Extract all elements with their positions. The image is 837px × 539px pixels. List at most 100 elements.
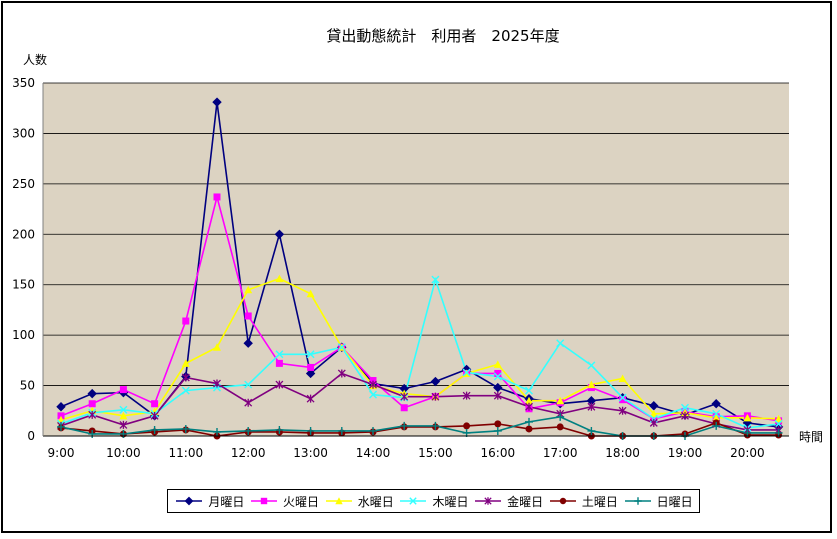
y-tick-label: 350 (12, 76, 35, 90)
series-line (60, 276, 779, 429)
legend-label: 水曜日 (357, 494, 394, 509)
series-markers (56, 97, 784, 440)
y-tick-label: 100 (12, 328, 35, 342)
data-point (150, 425, 159, 434)
data-point (119, 405, 128, 414)
legend-swatch (475, 497, 502, 505)
data-point (244, 312, 252, 320)
y-tick-label: 0 (27, 429, 35, 443)
data-point (525, 396, 533, 405)
data-point (493, 426, 502, 435)
data-point (244, 380, 253, 389)
data-point (212, 97, 222, 107)
plot-area (43, 83, 789, 436)
data-point (712, 413, 721, 422)
legend-item: 金曜日 (473, 493, 543, 510)
data-point (244, 398, 253, 407)
legend-swatch-marker (260, 497, 268, 505)
data-point (649, 401, 659, 411)
data-point (493, 360, 502, 368)
data-point (275, 425, 284, 434)
y-tick-label: 250 (12, 177, 35, 191)
data-point (119, 429, 128, 438)
data-point (213, 343, 221, 351)
data-point (88, 400, 96, 408)
data-point (57, 422, 65, 431)
legend-label: 日曜日 (656, 494, 693, 509)
data-point (337, 426, 346, 435)
data-point (400, 392, 409, 401)
legend-swatch-marker (484, 497, 492, 505)
legend-item: 木曜日 (398, 493, 468, 510)
data-point (494, 420, 502, 428)
data-point (275, 274, 284, 283)
data-point (494, 369, 502, 377)
gridlines (43, 82, 789, 386)
legend-swatch (624, 497, 651, 505)
data-point (306, 289, 315, 298)
y-axis-label: 人数 (23, 52, 47, 67)
data-point (618, 393, 627, 402)
data-point (430, 376, 441, 387)
data-point (618, 374, 627, 383)
y-tick-label: 200 (12, 227, 35, 241)
data-point (462, 391, 471, 400)
data-point (493, 391, 502, 400)
x-tick-label: 17:00 (543, 446, 578, 460)
x-axis-label: 時間 (799, 430, 823, 444)
data-point (181, 424, 190, 433)
data-point (87, 388, 97, 399)
data-point (244, 426, 253, 435)
data-point (556, 412, 565, 421)
data-point (711, 399, 721, 409)
data-point (119, 386, 127, 394)
x-tick-label: 12:00 (231, 446, 266, 460)
data-point (587, 402, 596, 411)
data-point (369, 390, 377, 399)
data-point (369, 380, 377, 389)
data-point (681, 411, 689, 420)
x-tick-label: 13:00 (293, 446, 328, 460)
data-point (400, 404, 408, 412)
data-point (431, 275, 440, 284)
data-point (88, 429, 97, 438)
data-point (431, 421, 440, 430)
legend-swatch-marker (633, 497, 642, 505)
data-point (306, 394, 315, 403)
legend-label: 土曜日 (581, 494, 618, 509)
legend-label: 金曜日 (507, 494, 544, 509)
legend-swatch-marker (559, 497, 567, 505)
y-tick-label: 50 (20, 379, 35, 393)
data-point (337, 343, 346, 352)
data-point (369, 377, 377, 385)
data-point (244, 285, 253, 294)
legend-label: 月曜日 (208, 494, 245, 509)
data-point (307, 363, 315, 371)
data-point (400, 421, 409, 430)
data-point (369, 426, 377, 435)
x-tick-label: 14:00 (356, 446, 391, 460)
y-tick-label: 150 (12, 278, 35, 292)
series-marker-group (57, 275, 783, 432)
x-tick-label: 15:00 (418, 446, 453, 460)
data-point (774, 414, 783, 423)
data-point (56, 402, 66, 412)
legend-swatch (549, 497, 576, 505)
data-point (649, 418, 658, 427)
data-point (213, 427, 221, 436)
data-point (181, 373, 190, 382)
x-tick-label: 11:00 (169, 446, 204, 460)
legend-item: 月曜日 (174, 493, 244, 510)
data-point (181, 359, 190, 367)
data-point (88, 410, 97, 419)
data-point (213, 193, 221, 201)
x-tick-label: 18:00 (605, 446, 640, 460)
data-point (525, 386, 533, 395)
data-point (182, 317, 190, 325)
data-point (305, 368, 316, 379)
data-point (618, 406, 627, 415)
legend-label: 木曜日 (432, 494, 469, 509)
y-tick-label: 300 (12, 126, 35, 140)
data-point (493, 382, 503, 393)
x-tick-label: 19:00 (668, 446, 703, 460)
